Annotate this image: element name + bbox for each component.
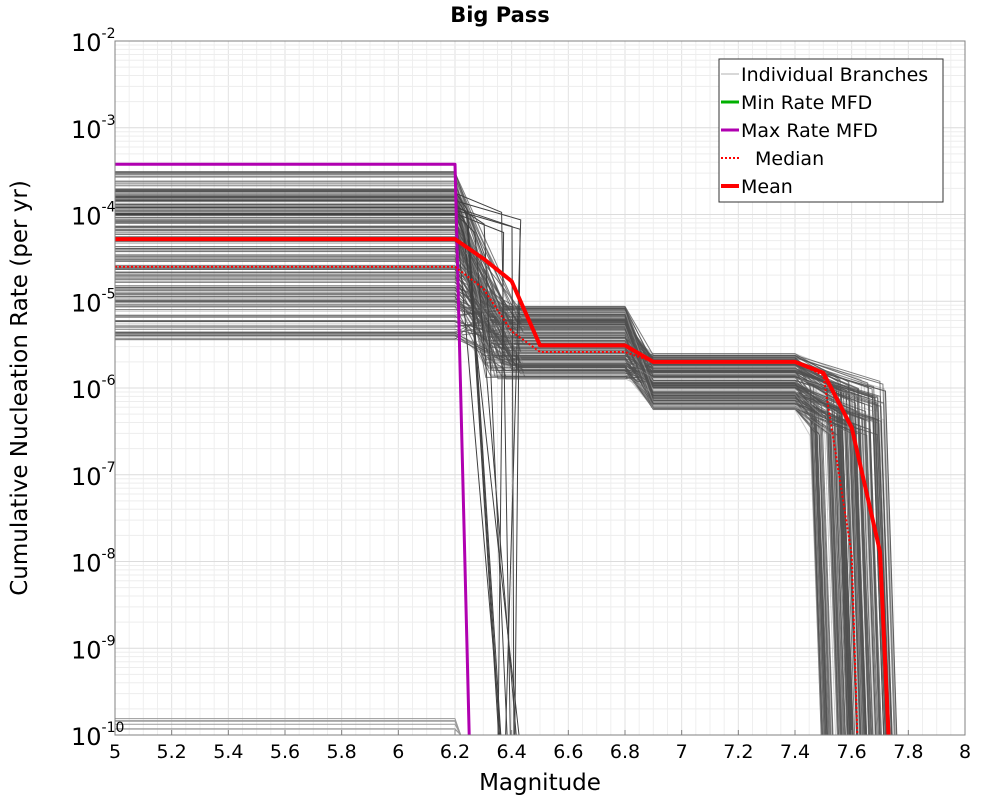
legend-box	[718, 58, 944, 203]
x-tick-label: 5.4	[213, 741, 243, 763]
series-line-max-rate-mfd	[115, 162, 471, 736]
series-line-mean	[115, 237, 891, 736]
plot-frame	[114, 40, 966, 736]
branch-line	[115, 209, 521, 736]
x-tick-label: 7.8	[893, 741, 923, 763]
branch-line	[115, 195, 500, 736]
branch-line	[115, 200, 522, 736]
chart-legend: Individual Branches Min Rate MFD Max Rate …	[718, 58, 944, 203]
legend-label-median: Median	[755, 148, 824, 170]
branch-line	[115, 192, 511, 736]
y-tick-label: 10-8	[71, 547, 116, 578]
series-lines	[115, 162, 891, 736]
branch-line	[115, 226, 896, 736]
branch-line	[115, 253, 825, 736]
branch-line	[115, 281, 877, 736]
x-tick-label: 6.8	[610, 741, 640, 763]
y-tick-label: 10-9	[71, 633, 116, 664]
y-tick-label: 10-10	[71, 720, 124, 751]
branch-line	[115, 255, 860, 736]
x-tick-label: 5.2	[157, 741, 187, 763]
branch-line	[115, 720, 462, 736]
legend-label-max: Max Rate MFD	[741, 120, 878, 142]
x-tick-label: 6	[392, 741, 404, 763]
branch-line	[115, 206, 515, 736]
y-tick-label: 10-6	[71, 373, 116, 404]
branch-line	[115, 206, 501, 736]
branch-lines	[115, 170, 898, 736]
x-tick-label: 7	[676, 741, 688, 763]
branch-line	[115, 260, 892, 736]
chart-grid	[114, 41, 966, 736]
x-tick-label: 7.4	[780, 741, 810, 763]
branch-line	[115, 214, 520, 736]
x-tick-label: 6.4	[497, 741, 527, 763]
branch-line	[115, 728, 462, 736]
branch-line	[115, 305, 845, 736]
y-tick-label: 10-3	[71, 113, 116, 144]
x-tick-label: 8	[959, 741, 971, 763]
x-tick-labels: 5 5.2 5.4 5.6 5.8 6 6.2 6.4 6.6 6.8 7 7.2 7.4 7.6 7.8 8	[109, 730, 971, 763]
branch-line	[115, 275, 887, 736]
x-axis-label: Magnitude	[479, 770, 601, 796]
legend-label-mean: Mean	[741, 176, 793, 198]
x-tick-label: 5	[109, 741, 121, 763]
y-tick-label: 10-7	[71, 460, 116, 491]
y-tick-label: 10-5	[71, 286, 116, 317]
branch-line	[115, 308, 871, 736]
x-tick-label: 7.6	[837, 741, 867, 763]
legend-label-branches: Individual Branches	[741, 64, 928, 86]
legend-label-min: Min Rate MFD	[741, 92, 872, 114]
branch-line	[115, 204, 508, 736]
x-tick-label: 5.6	[270, 741, 300, 763]
branch-line	[115, 720, 462, 736]
branch-line	[115, 190, 502, 736]
x-tick-label: 7.2	[723, 741, 753, 763]
x-tick-label: 6.2	[440, 741, 470, 763]
branch-line	[115, 728, 462, 736]
x-tick-label: 5.8	[327, 741, 357, 763]
x-tick-label: 6.6	[553, 741, 583, 763]
branch-line	[115, 723, 462, 736]
branch-line	[115, 212, 517, 736]
y-axis-label: Cumulative Nucleation Rate (per yr)	[7, 180, 33, 596]
chart-title: Big Pass	[450, 3, 550, 27]
y-tick-labels: 10-2 10-3 10-4 10-5 10-6 10-7 10-8 10-9 10-10	[71, 26, 124, 751]
y-tick-label: 10-2	[71, 26, 116, 57]
y-tick-label: 10-4	[71, 200, 116, 231]
